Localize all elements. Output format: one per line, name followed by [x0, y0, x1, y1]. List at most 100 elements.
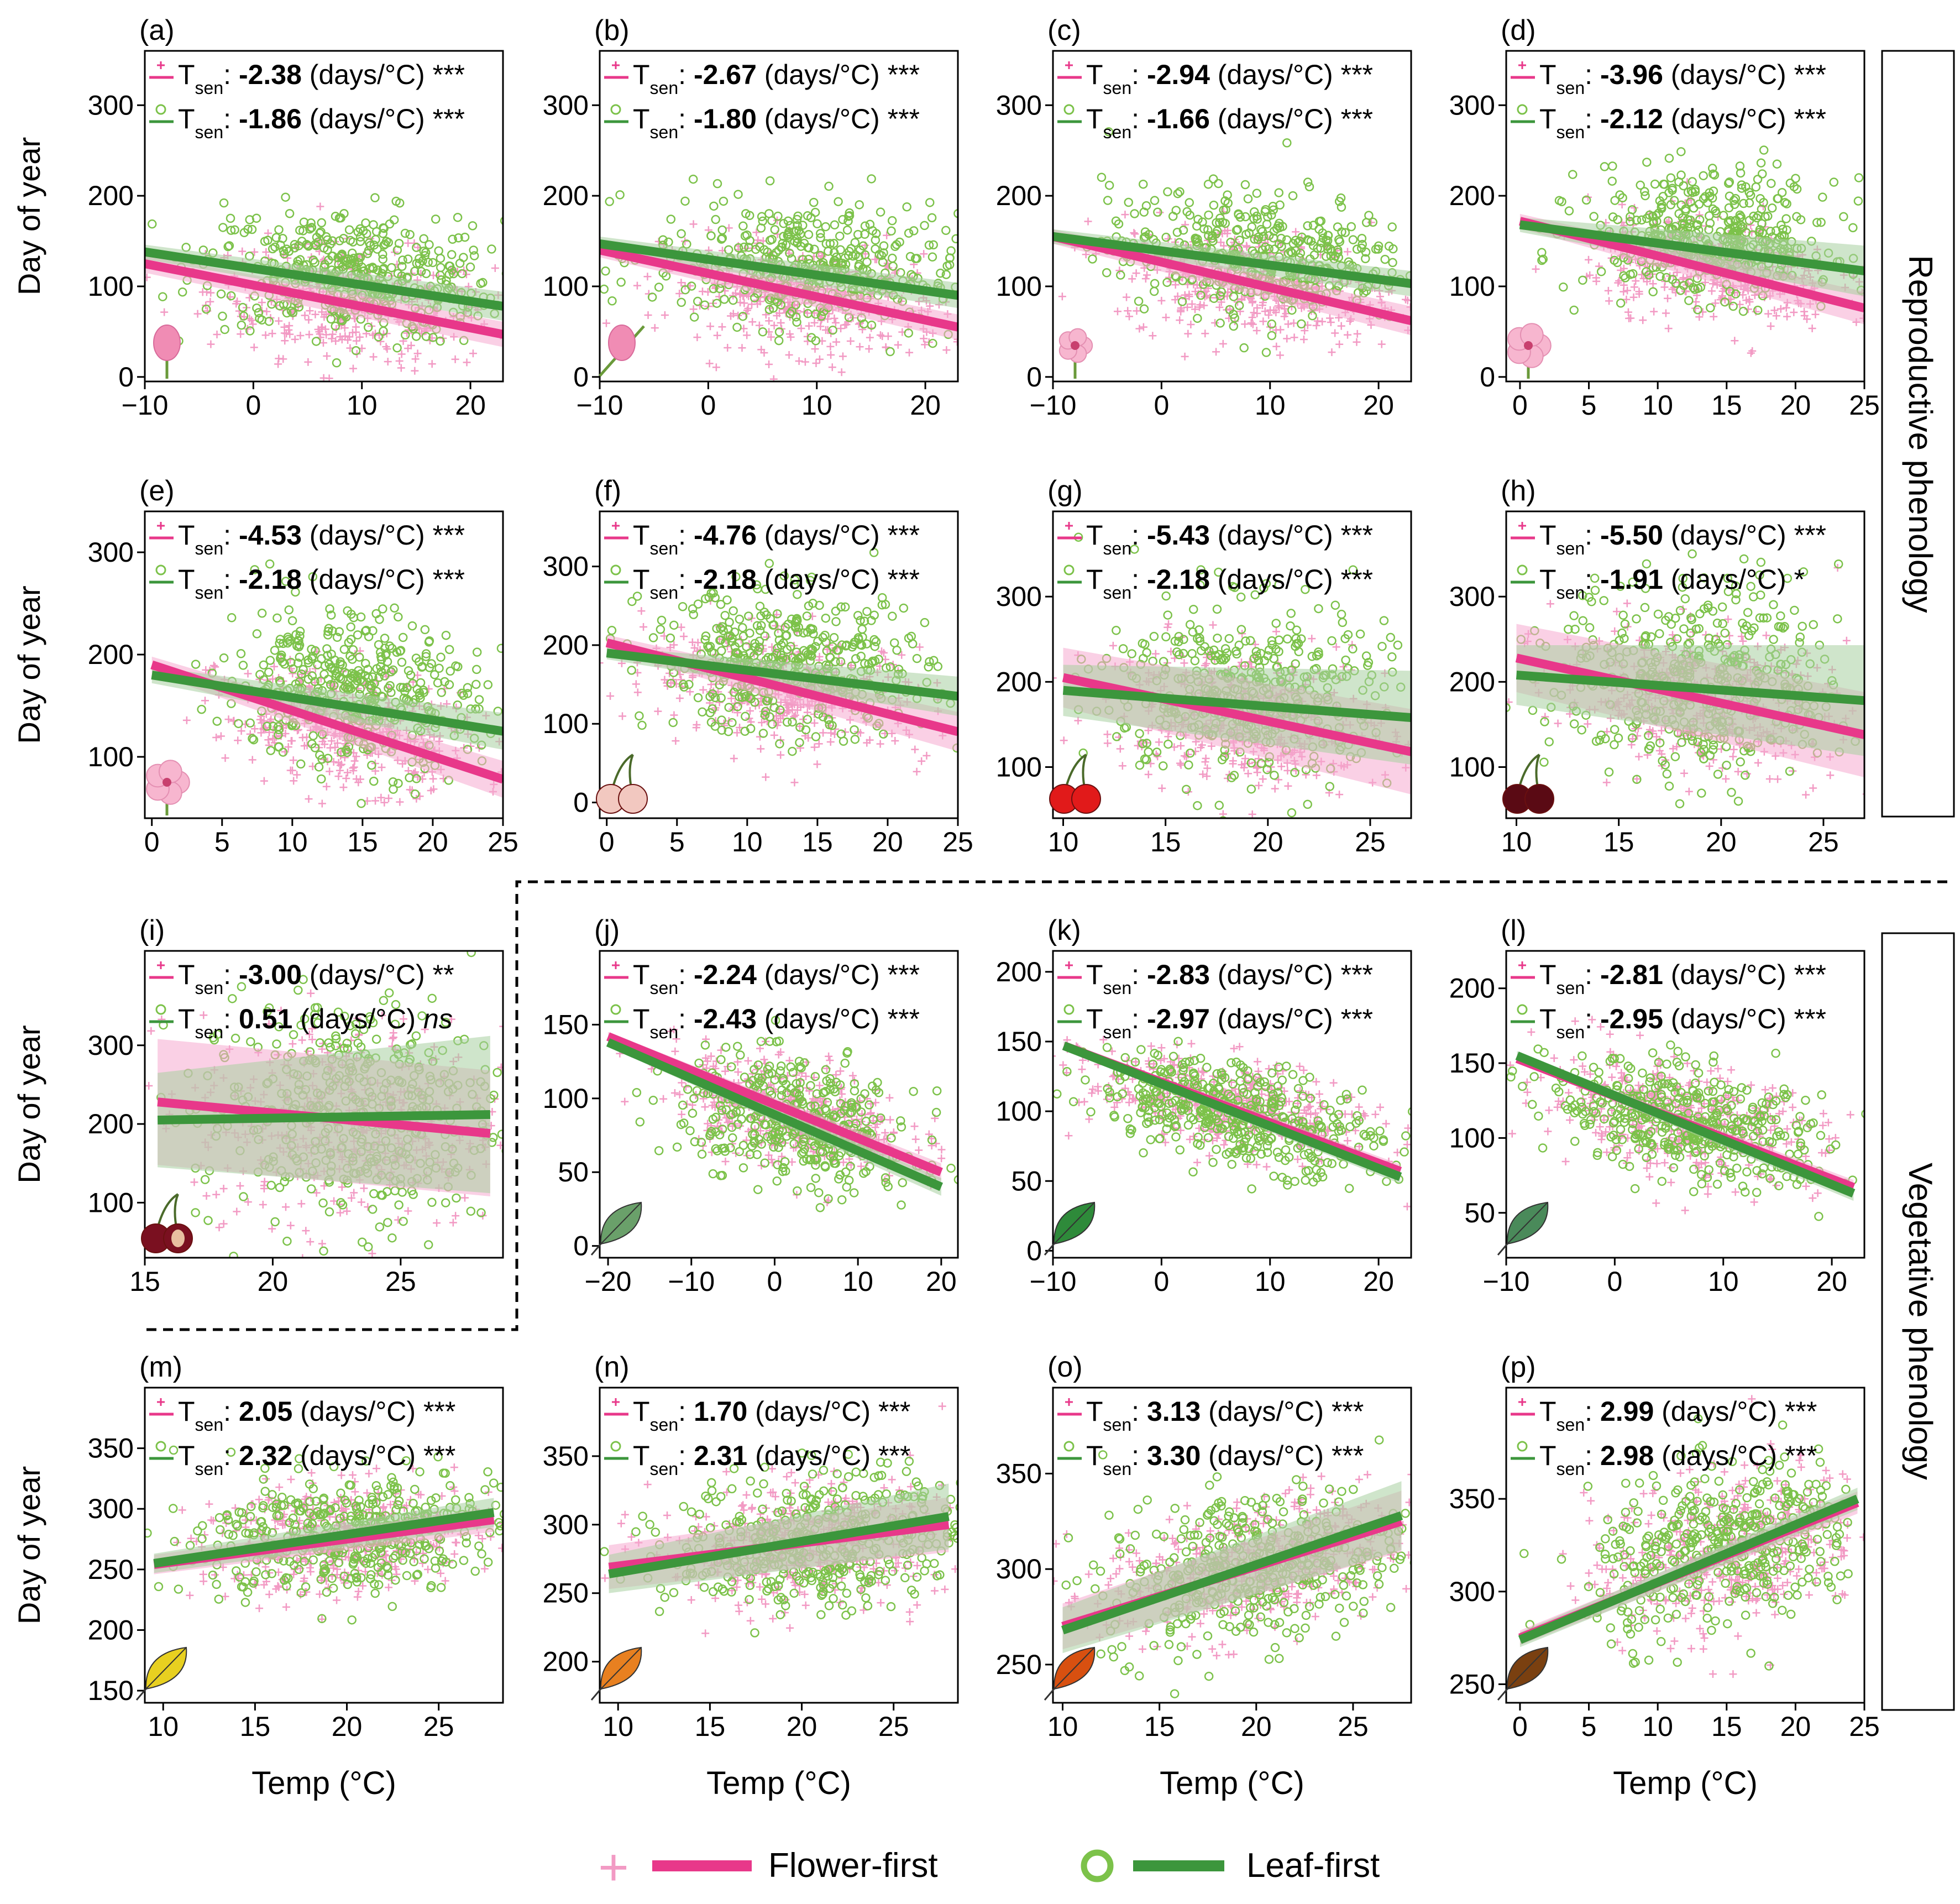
- leaf-point: [1102, 268, 1112, 278]
- leaf-point: [1428, 343, 1435, 351]
- leaf-point: [1185, 198, 1194, 207]
- leaf-point: [1239, 343, 1249, 353]
- y-tick-label: 100: [1449, 271, 1495, 302]
- leaf-point: [711, 215, 720, 224]
- leaf-first-stat: Tsen: -2.12 (days/°C) ***: [1511, 103, 1826, 142]
- leaf-point: [1776, 221, 1786, 230]
- leaf-point: [372, 687, 381, 696]
- leaf-point: [278, 639, 288, 648]
- leaf-point: [719, 196, 729, 206]
- half-open-flower-icon: [1058, 328, 1093, 379]
- tsen-unit: (days/°C): [757, 103, 888, 134]
- leaf-point: [379, 240, 389, 250]
- leaf-point: [951, 234, 958, 244]
- leaf-point: [317, 654, 326, 663]
- leaf-point: [804, 229, 814, 239]
- leaf-point: [308, 731, 318, 741]
- leaf-point: [370, 193, 380, 202]
- leaf-point: [331, 321, 340, 331]
- leaf-point: [678, 679, 688, 689]
- leaf-point: [317, 218, 327, 228]
- flower-point: [247, 316, 255, 325]
- flower-first-trend-line: [1053, 232, 1411, 326]
- bud: [153, 325, 181, 361]
- leaf-point: [463, 683, 473, 693]
- leaf-point: [1243, 194, 1253, 203]
- leaf-point: [367, 760, 376, 770]
- leaf-point: [284, 605, 294, 615]
- leaf-point: [1308, 311, 1317, 321]
- flower-point: [238, 247, 247, 255]
- flower-point: [326, 767, 334, 776]
- flower-point: [1631, 203, 1638, 212]
- flower-point: [212, 733, 221, 741]
- leaf-point: [834, 197, 843, 206]
- flower-point: [783, 709, 791, 717]
- leaf-point: [1234, 301, 1244, 310]
- leaf-point: [1506, 299, 1514, 307]
- flower-point: [1782, 304, 1790, 312]
- flower-point: [319, 339, 327, 347]
- flower-point: [705, 359, 714, 368]
- flower-point: [785, 330, 794, 338]
- flower-point: [289, 756, 297, 765]
- leaf-point: [239, 311, 249, 321]
- leaf-point: [392, 245, 402, 255]
- leaf-point: [248, 734, 257, 744]
- leaf-point: [840, 253, 850, 263]
- leaf-point: [369, 776, 379, 786]
- leaf-point: [1437, 316, 1445, 324]
- leaf-point: [344, 225, 354, 234]
- flower-point: [1650, 307, 1658, 316]
- flower-point: [987, 280, 995, 288]
- flower-point: [543, 328, 551, 336]
- leaf-point: [310, 240, 320, 249]
- flower-point: [382, 343, 390, 351]
- leaf-point: [1707, 164, 1717, 173]
- y-tick-label: 200: [996, 180, 1042, 211]
- flower-point: [644, 311, 652, 319]
- leaf-point: [843, 216, 853, 226]
- pink-flower-bud-icon: [153, 325, 181, 379]
- flower-point: [348, 328, 357, 337]
- flower-point: [1238, 295, 1246, 303]
- flower-point: [672, 737, 680, 745]
- leaf-point: [712, 299, 722, 308]
- leaf-point: [1676, 286, 1685, 295]
- flower-point: [279, 724, 287, 732]
- leaf-point: [1308, 240, 1318, 250]
- tsen-stat-text: Tsen: -2.94 (days/°C) ***: [1086, 59, 1373, 98]
- flower-point: [1149, 332, 1157, 340]
- leaf-point: [1559, 282, 1568, 292]
- leaf-point: [500, 216, 503, 226]
- leaf-point: [354, 652, 364, 662]
- leaf-point: [323, 674, 333, 684]
- flower-point: [777, 751, 785, 759]
- flower-point: [602, 319, 610, 327]
- leaf-first-trend-line: [1519, 220, 1864, 276]
- flower-point: [994, 334, 1002, 342]
- flower-point: [256, 715, 264, 724]
- leaf-point: [1291, 246, 1301, 255]
- leaf-point: [460, 232, 470, 242]
- flower-point: [334, 759, 343, 767]
- flower-point: [1130, 229, 1138, 237]
- flower-point: [289, 669, 297, 678]
- leaf-point: [1753, 175, 1763, 184]
- leaf-point: [757, 212, 767, 222]
- leaf-point: [1303, 177, 1313, 187]
- leaf-point: [1720, 297, 1730, 307]
- flower-point: [1695, 211, 1704, 219]
- flower-point: [281, 730, 290, 738]
- leaf-point: [855, 200, 864, 210]
- leaf-point: [459, 253, 468, 262]
- flower-point: [285, 322, 294, 330]
- leaf-point: [1214, 179, 1223, 189]
- leaf-point: [1297, 319, 1306, 329]
- flower-point: [506, 757, 514, 765]
- flower-point: [1128, 275, 1136, 283]
- leaf-point: [293, 658, 303, 668]
- leaf-point: [296, 759, 306, 769]
- flower-point: [275, 392, 282, 400]
- leaf-point: [272, 613, 282, 623]
